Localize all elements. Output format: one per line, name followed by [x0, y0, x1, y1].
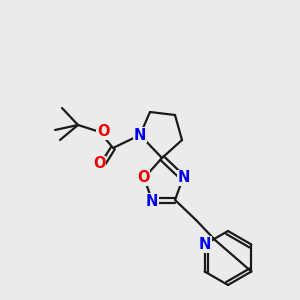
Text: N: N — [178, 170, 190, 185]
Text: O: O — [97, 124, 109, 140]
Text: N: N — [134, 128, 146, 142]
Text: O: O — [93, 157, 105, 172]
Text: N: N — [198, 237, 211, 252]
Text: O: O — [137, 170, 149, 185]
Text: N: N — [146, 194, 158, 208]
